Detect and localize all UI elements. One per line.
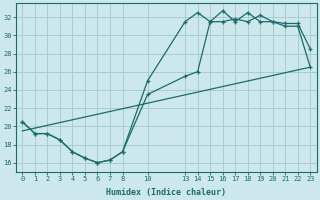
X-axis label: Humidex (Indice chaleur): Humidex (Indice chaleur): [106, 188, 226, 197]
